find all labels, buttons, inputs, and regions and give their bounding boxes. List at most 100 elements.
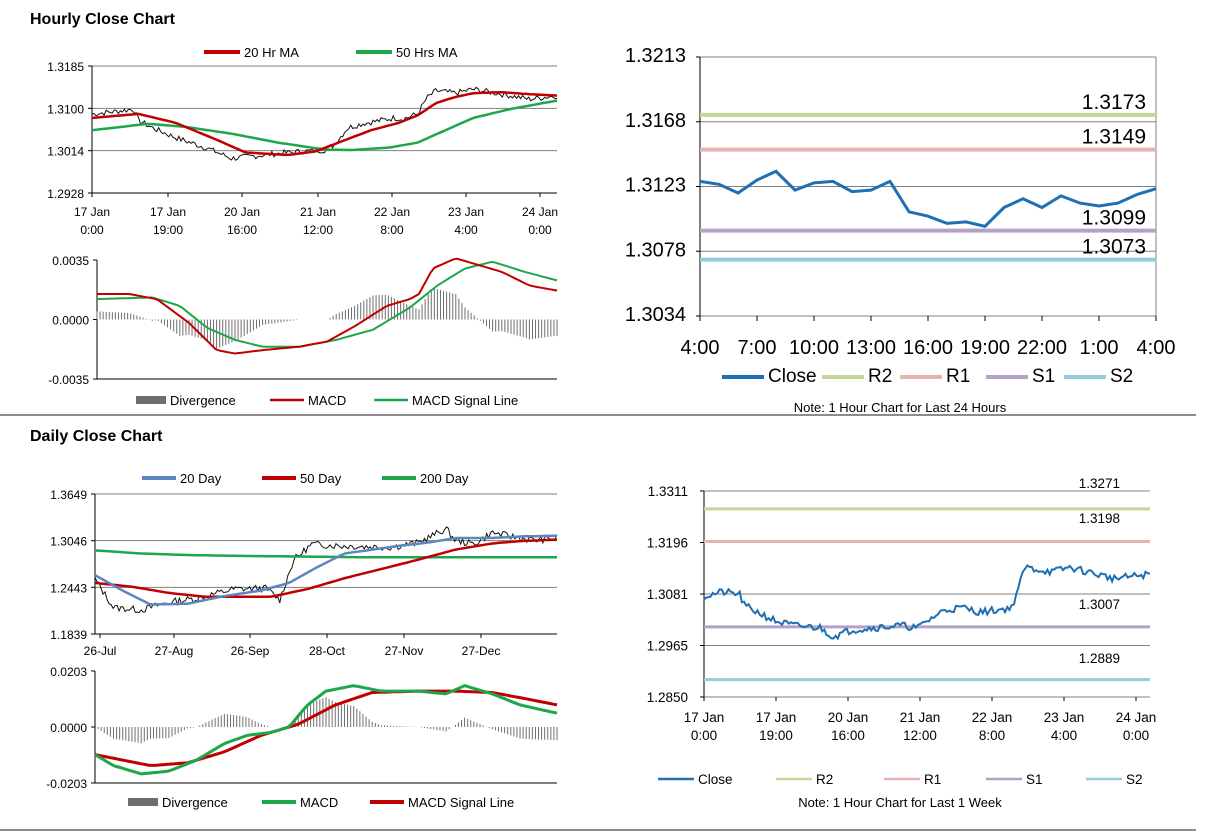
hourly-price-xtick-time: 0:00 (80, 223, 104, 237)
weekly-level-r2-label: 1.3271 (1079, 476, 1120, 491)
weekly-close-xtick-time: 0:00 (691, 728, 717, 743)
hourly-close-xtick-label: 13:00 (846, 337, 896, 359)
daily-ma50-series (94, 538, 558, 599)
weekly-close-legend-r2-label: R2 (816, 772, 833, 787)
hourly-close-note: Note: 1 Hour Chart for Last 24 Hours (794, 400, 1007, 415)
hourly-close-xtick-label: 22:00 (1017, 337, 1067, 359)
hourly-price-xtick-date: 24 Jan (522, 205, 558, 219)
weekly-close-legend-close-label: Close (698, 772, 733, 787)
hourly-close-xtick-label: 4:00 (1137, 337, 1176, 359)
hourly-macd-chart: 0.0035 0.0000 -0.0035 Divergence MACD MACD Si… (48, 254, 558, 408)
hourly-price-ytick-label: 1.3185 (47, 60, 84, 74)
weekly-level-s2-label: 1.2889 (1079, 651, 1120, 666)
weekly-close-ytick-label: 1.3196 (647, 536, 688, 551)
weekly-close-xtick-date: 21 Jan (900, 710, 941, 725)
hourly-close-legend-s2-label: S2 (1110, 366, 1133, 387)
hourly-price-ytick-label: 1.3014 (47, 145, 84, 159)
hourly-close-xtick-label: 10:00 (789, 337, 839, 359)
daily-price-xtick-label: 27-Dec (462, 644, 501, 658)
hourly-macd-signal-series (96, 260, 558, 348)
hourly-close-legend-close-label: Close (768, 366, 817, 387)
hourly-legend-macd-label: MACD (308, 393, 346, 408)
hourly-close-xtick-label: 4:00 (681, 337, 720, 359)
daily-price-xtick-label: 27-Nov (385, 644, 424, 658)
hourly-legend-divergence-swatch (136, 396, 166, 404)
daily-legend-ma50-label: 50 Day (300, 471, 342, 486)
daily-price-xtick-label: 27-Aug (155, 644, 194, 658)
hourly-close-chart: 1.3213 1.3168 1.3123 1.3078 1.3034 4:00 7:00 10… (625, 45, 1176, 415)
hourly-price-xtick-time: 19:00 (153, 223, 183, 237)
daily-macd-ytick-label: 0.0000 (50, 721, 87, 735)
weekly-close-series (703, 564, 1151, 641)
hourly-price-xtick-time: 8:00 (380, 223, 404, 237)
daily-price-chart: 1.3649 1.3046 1.2443 1.1839 26-Jul 27-Aug 26-S… (50, 471, 558, 658)
hourly-close-xtick-label: 16:00 (903, 337, 953, 359)
weekly-close-note: Note: 1 Hour Chart for Last 1 Week (798, 795, 1002, 810)
daily-macd-chart: 0.0203 0.0000 -0.0203 Divergence MACD MACD Si… (46, 665, 558, 810)
hourly-close-ytick-label: 1.3213 (625, 45, 686, 67)
hourly-price-xtick-time: 12:00 (303, 223, 333, 237)
daily-legend-ma200-label: 200 Day (420, 471, 469, 486)
daily-legend-divergence-label: Divergence (162, 795, 228, 810)
hourly-legend-ma20-label: 20 Hr MA (244, 45, 299, 60)
hourly-level-r1-label: 1.3149 (1082, 126, 1146, 149)
daily-legend-ma20-label: 20 Day (180, 471, 222, 486)
daily-legend-divergence-swatch (128, 798, 158, 806)
hourly-ma50-series (91, 99, 558, 152)
hourly-close-ytick-label: 1.3123 (625, 175, 686, 197)
hourly-close-series (699, 169, 1157, 228)
daily-price-ytick-label: 1.3046 (50, 535, 87, 549)
hourly-close-ytick-label: 1.3034 (625, 304, 686, 326)
hourly-price-series (91, 86, 558, 161)
weekly-close-legend-r1-label: R1 (924, 772, 941, 787)
hourly-macd-ytick-label: 0.0035 (52, 254, 89, 268)
weekly-close-xtick-date: 23 Jan (1044, 710, 1085, 725)
weekly-close-xtick-time: 4:00 (1051, 728, 1077, 743)
daily-macd-series (94, 683, 558, 776)
weekly-close-xtick-time: 16:00 (831, 728, 865, 743)
daily-price-ytick-label: 1.1839 (50, 628, 87, 642)
daily-price-series (94, 526, 558, 614)
weekly-close-ytick-label: 1.2850 (647, 690, 688, 705)
weekly-close-legend-s2-label: S2 (1126, 772, 1143, 787)
daily-price-ytick-label: 1.2443 (50, 581, 87, 595)
weekly-close-xtick-date: 17 Jan (756, 710, 797, 725)
weekly-close-ytick-label: 1.3081 (647, 587, 688, 602)
daily-ma200-series (94, 549, 557, 559)
weekly-close-xtick-date: 17 Jan (684, 710, 725, 725)
hourly-close-xtick-label: 19:00 (960, 337, 1010, 359)
daily-price-xtick-label: 26-Sep (231, 644, 270, 658)
hourly-legend-signal-label: MACD Signal Line (412, 393, 518, 408)
hourly-price-xtick-date: 17 Jan (150, 205, 186, 219)
hourly-level-s1-label: 1.3099 (1082, 207, 1146, 230)
hourly-close-xtick-label: 1:00 (1080, 337, 1119, 359)
daily-macd-ytick-label: 0.0203 (50, 665, 87, 679)
weekly-close-xtick-date: 20 Jan (828, 710, 869, 725)
daily-section-title: Daily Close Chart (30, 428, 163, 445)
hourly-price-ytick-label: 1.3100 (47, 102, 84, 116)
hourly-price-xtick-date: 23 Jan (448, 205, 484, 219)
weekly-close-ytick-label: 1.2965 (647, 639, 688, 654)
weekly-close-legend-s1-label: S1 (1026, 772, 1043, 787)
hourly-legend-divergence-label: Divergence (170, 393, 236, 408)
hourly-close-xtick-label: 7:00 (738, 337, 777, 359)
daily-macd-ytick-label: -0.0203 (46, 777, 87, 791)
hourly-close-legend-r2-label: R2 (868, 366, 892, 387)
hourly-legend-ma50-label: 50 Hrs MA (396, 45, 458, 60)
hourly-price-ytick-label: 1.2928 (47, 187, 84, 201)
hourly-price-xtick-date: 22 Jan (374, 205, 410, 219)
hourly-macd-series (97, 257, 558, 355)
weekly-close-xtick-date: 22 Jan (972, 710, 1013, 725)
daily-ma20-series (94, 534, 558, 606)
weekly-level-r1-label: 1.3198 (1079, 511, 1120, 526)
hourly-section-title: Hourly Close Chart (30, 11, 176, 28)
weekly-close-xtick-time: 12:00 (903, 728, 937, 743)
daily-legend-signal-label: MACD Signal Line (408, 795, 514, 810)
weekly-close-chart: 1.3311 1.3196 1.3081 1.2965 1.2850 17 Jan 0:00… (647, 476, 1157, 810)
daily-legend-macd-label: MACD (300, 795, 338, 810)
hourly-price-chart: 1.3185 1.3100 1.3014 1.2928 17 Jan 0:00 17 Jan… (47, 45, 558, 237)
weekly-close-xtick-time: 19:00 (759, 728, 793, 743)
hourly-price-xtick-date: 20 Jan (224, 205, 260, 219)
hourly-macd-ytick-label: -0.0035 (48, 373, 89, 387)
daily-price-ytick-label: 1.3649 (50, 488, 87, 502)
